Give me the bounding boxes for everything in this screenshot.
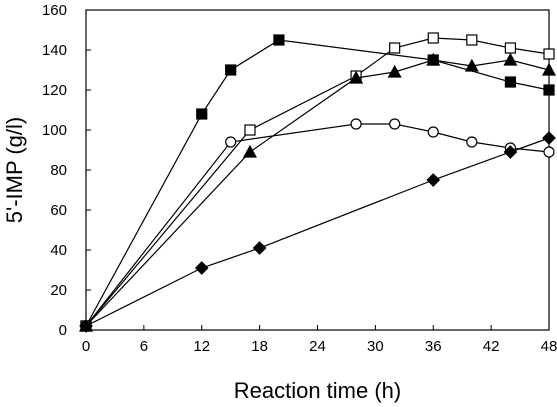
x-tick-label: 42: [483, 338, 500, 355]
data-point-open-circle: [466, 136, 478, 148]
axes: [85, 9, 550, 331]
series-line: [85, 39, 550, 327]
x-tick-label: 36: [425, 338, 442, 355]
data-point-filled-diamond: [194, 261, 209, 275]
y-tick-label: 40: [50, 242, 67, 259]
x-tick-label: 48: [541, 338, 557, 355]
series-line: [85, 59, 550, 327]
series-layer: [78, 32, 557, 333]
data-point-filled-diamond: [426, 173, 441, 187]
series-line: [85, 123, 550, 327]
data-point-filled-square: [504, 76, 517, 88]
y-tick-label: 20: [50, 282, 67, 299]
data-point-filled-triangle: [426, 52, 441, 66]
data-point-filled-triangle: [349, 70, 364, 84]
data-point-filled-triangle: [242, 144, 257, 158]
y-tick-label: 100: [42, 122, 67, 139]
data-point-filled-triangle: [541, 62, 557, 76]
x-tick-label: 18: [251, 338, 268, 355]
data-point-filled-diamond: [542, 131, 556, 145]
data-point-open-circle: [543, 146, 555, 158]
y-tick-label: 80: [50, 162, 67, 179]
ticks: [85, 9, 550, 331]
series-filled-diamond: [79, 131, 556, 333]
series-line: [85, 137, 550, 327]
data-point-open-square: [389, 42, 401, 54]
x-tick-label: 0: [82, 338, 90, 355]
series-open-square: [80, 32, 555, 332]
y-tick-label: 60: [50, 202, 67, 219]
x-axis-title: Reaction time (h): [234, 378, 402, 403]
data-point-filled-triangle: [387, 64, 402, 78]
series-filled-square: [80, 34, 555, 332]
data-point-open-circle: [350, 118, 362, 130]
data-point-open-circle: [427, 126, 439, 138]
data-point-open-square: [466, 34, 478, 46]
data-point-filled-square: [225, 64, 237, 76]
data-point-open-circle: [389, 118, 401, 130]
data-point-open-square: [504, 42, 517, 54]
y-tick-label: 140: [42, 42, 67, 59]
data-point-filled-triangle: [464, 58, 479, 72]
data-point-filled-square: [196, 108, 208, 120]
x-tick-label: 6: [140, 338, 148, 355]
data-point-filled-square: [543, 84, 555, 96]
y-tick-label: 0: [59, 322, 67, 339]
y-tick-label: 120: [42, 82, 67, 99]
y-axis-title: 5'-IMP (g/l): [2, 117, 27, 223]
data-point-filled-diamond: [503, 145, 518, 159]
data-point-filled-diamond: [79, 319, 93, 333]
y-tick-label: 160: [42, 2, 67, 19]
data-point-open-circle: [225, 136, 237, 148]
plot-frame: [85, 9, 550, 331]
data-point-open-square: [244, 124, 256, 136]
tick-labels: 0 6 12 18 24 30 36 42 48 0 20 40 60 80 100 120 140 160: [42, 2, 557, 355]
x-tick-label: 12: [193, 338, 210, 355]
data-point-filled-diamond: [252, 241, 267, 255]
series-line: [85, 37, 550, 327]
data-point-filled-triangle: [503, 52, 518, 66]
data-point-open-square: [543, 48, 555, 60]
data-point-open-square: [427, 32, 439, 44]
data-point-filled-square: [273, 34, 285, 46]
x-tick-label: 30: [367, 338, 384, 355]
x-tick-label: 24: [309, 338, 326, 355]
